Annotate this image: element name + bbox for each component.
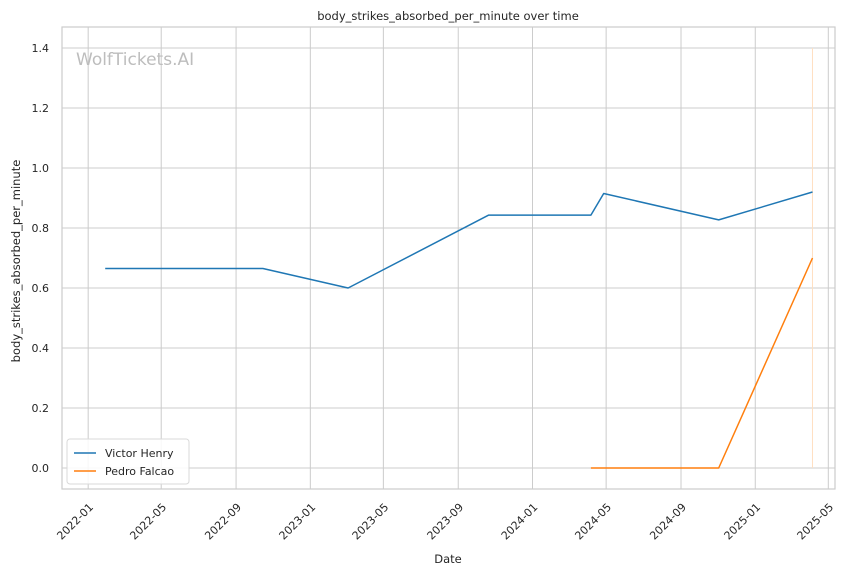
y-tick-labels: 0.0 0.2 0.4 0.6 0.8 1.0 1.2 1.4 xyxy=(32,42,50,475)
y-tick-label: 0.8 xyxy=(32,222,50,235)
y-tick-label: 1.2 xyxy=(32,102,50,115)
legend-box xyxy=(66,438,190,485)
series-line-0 xyxy=(105,191,813,289)
series-layer xyxy=(105,191,814,469)
legend-label: Victor Henry xyxy=(105,447,174,460)
y-tick-label: 0.2 xyxy=(32,402,50,415)
x-tick-label: 2025-01 xyxy=(722,501,764,543)
legend: Victor Henry Pedro Falcao xyxy=(66,438,190,485)
y-tick-label: 1.0 xyxy=(32,162,50,175)
plot-frame xyxy=(61,26,836,490)
legend-label: Pedro Falcao xyxy=(105,465,174,478)
x-tick-label: 2023-09 xyxy=(424,501,466,543)
x-tick-label: 2022-05 xyxy=(127,501,169,543)
x-tick-label: 2023-01 xyxy=(277,501,319,543)
series-line-1 xyxy=(590,257,814,469)
grid xyxy=(62,27,835,489)
x-tick-labels: 2022-01 2022-05 2022-09 2023-01 2023-05 2023-… xyxy=(54,501,836,543)
x-tick-label: 2024-09 xyxy=(647,501,689,543)
x-tick-label: 2022-09 xyxy=(202,501,244,543)
x-tick-label: 2024-05 xyxy=(572,501,614,543)
x-tick-label: 2023-05 xyxy=(350,501,392,543)
plot-area xyxy=(62,27,835,489)
y-axis-label: body_strikes_absorbed_per_minute xyxy=(9,160,23,363)
y-tick-label: 1.4 xyxy=(32,42,50,55)
x-tick-label: 2022-01 xyxy=(54,501,96,543)
x-tick-label: 2025-05 xyxy=(795,501,837,543)
watermark: WolfTickets.AI xyxy=(76,50,194,70)
y-tick-label: 0.4 xyxy=(32,342,50,355)
x-tick-label: 2024-01 xyxy=(499,501,541,543)
x-axis-label: Date xyxy=(434,552,462,566)
y-tick-label: 0.6 xyxy=(32,282,50,295)
y-tick-label: 0.0 xyxy=(32,462,50,475)
chart-title: body_strikes_absorbed_per_minute over ti… xyxy=(317,9,579,23)
